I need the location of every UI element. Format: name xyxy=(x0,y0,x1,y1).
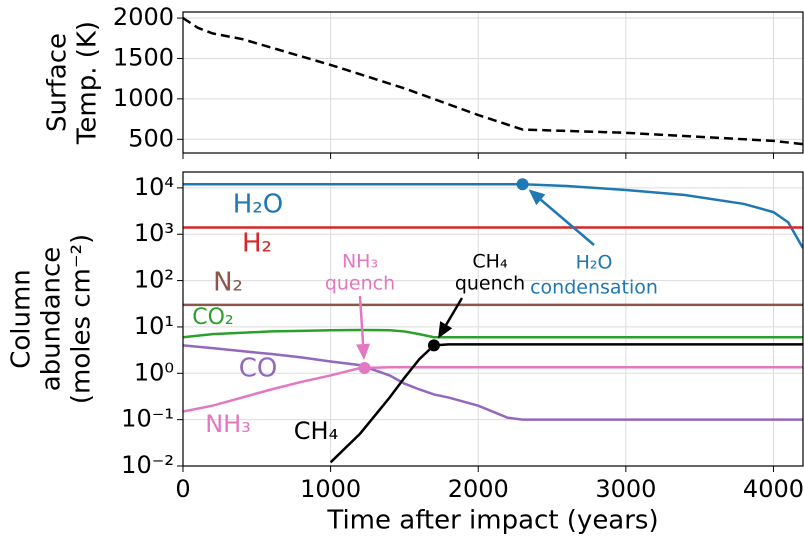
series-label: N₂ xyxy=(213,268,243,298)
annotation-arrow xyxy=(445,297,464,326)
y-axis-label: abundance xyxy=(37,247,67,392)
axes-frame xyxy=(182,11,804,154)
y-tick-label: 2000 xyxy=(113,3,174,31)
y-axis-label: Column xyxy=(7,269,37,369)
series-line xyxy=(329,343,803,464)
series-label: H₂ xyxy=(242,229,272,259)
series-line xyxy=(183,328,803,339)
y-tick-label: 10³ xyxy=(134,219,174,247)
annotation-text: CH₄ xyxy=(472,251,508,273)
y-axis-label: (moles cm⁻²) xyxy=(67,234,97,404)
annotation-text: quench xyxy=(455,273,525,295)
y-tick-label: 10⁻¹ xyxy=(121,405,174,433)
arrow-head xyxy=(356,343,371,361)
y-tick-label: 1500 xyxy=(113,43,174,71)
series-label: NH₃ xyxy=(205,410,251,438)
y-tick-label: 10⁴ xyxy=(134,173,174,201)
arrow-head xyxy=(528,189,546,206)
y-tick-label: 500 xyxy=(128,124,174,152)
y-tick-label: 10⁻² xyxy=(121,451,174,479)
axes-frame xyxy=(182,171,804,467)
y-axis-label: Temp. (K) xyxy=(73,21,103,145)
x-tick-label: 3000 xyxy=(595,475,656,503)
x-tick-label: 1000 xyxy=(300,475,361,503)
series-label: CO₂ xyxy=(192,305,234,330)
series-line xyxy=(183,17,803,146)
annotation-text: H₂O xyxy=(576,252,613,274)
x-tick-label: 0 xyxy=(175,475,190,503)
annotation-text: quench xyxy=(325,273,395,295)
annotation-arrow xyxy=(539,198,595,246)
series-line xyxy=(183,365,803,413)
x-tick-label: 4000 xyxy=(743,475,804,503)
series-label: H₂O xyxy=(233,190,283,220)
x-tick-label: 2000 xyxy=(448,475,509,503)
arrow-head xyxy=(438,321,453,339)
annotation-point xyxy=(427,339,440,352)
y-axis-label: Surface xyxy=(43,33,73,132)
y-tick-label: 10² xyxy=(134,266,174,294)
y-tick-label: 10¹ xyxy=(134,312,174,340)
series-line xyxy=(183,344,803,421)
annotation-point xyxy=(516,178,529,191)
x-axis-label: Time after impact (years) xyxy=(326,506,658,536)
series-label: CH₄ xyxy=(294,417,338,445)
y-tick-label: 10⁰ xyxy=(134,358,174,386)
series-label: CO xyxy=(239,354,278,384)
annotation-text: condensation xyxy=(530,277,658,299)
annotation-text: NH₃ xyxy=(342,251,378,273)
annotation-arrow xyxy=(358,295,365,345)
y-tick-label: 1000 xyxy=(113,84,174,112)
annotation-point xyxy=(358,362,371,375)
series-line xyxy=(183,182,803,249)
